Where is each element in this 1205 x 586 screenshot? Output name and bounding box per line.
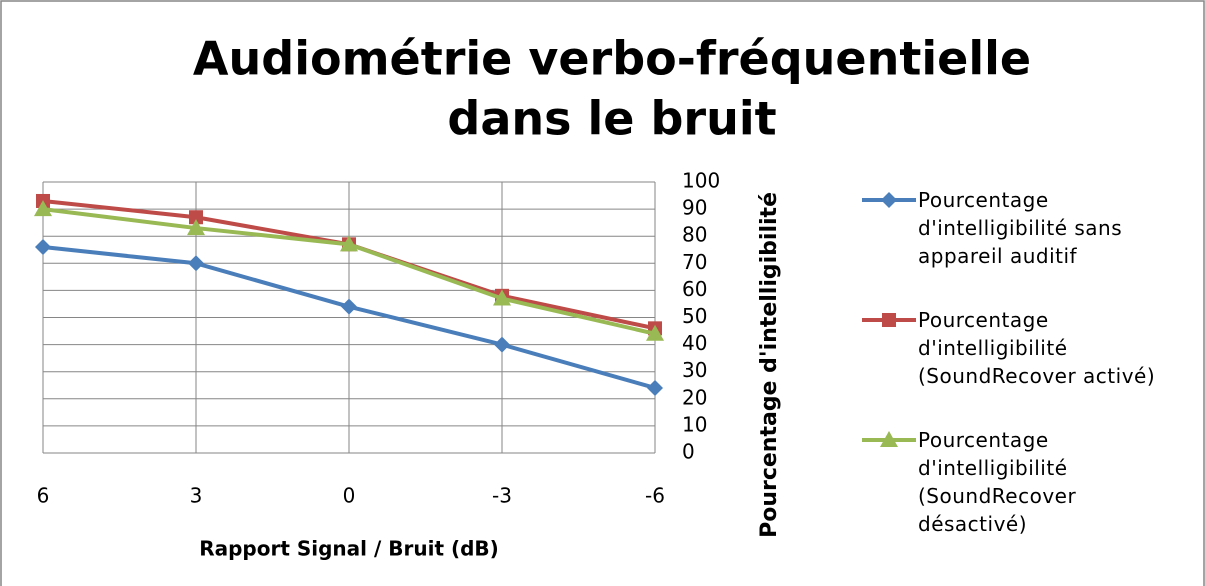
chart-title: Audiométrie verbo-fréquentielle [193, 32, 1031, 86]
y-tick-label: 0 [682, 440, 695, 464]
y-tick-label: 90 [682, 196, 707, 220]
y-tick-label: 40 [682, 331, 707, 355]
y-tick-label: 100 [682, 169, 720, 193]
y-tick-label: 80 [682, 223, 707, 247]
data-point [187, 219, 205, 236]
y-tick-label: 20 [682, 385, 707, 409]
data-point [493, 289, 511, 306]
x-tick-label: -6 [645, 484, 665, 508]
data-point [340, 235, 358, 252]
x-tick-label: -3 [492, 484, 512, 508]
y-tick-label: 50 [682, 304, 707, 328]
data-point [189, 210, 203, 225]
x-tick-label: 3 [190, 484, 203, 508]
x-axis-title: Rapport Signal / Bruit (dB) [199, 537, 499, 561]
data-point [35, 239, 51, 256]
y-tick-label: 30 [682, 358, 707, 382]
y-tick-label: 10 [682, 412, 707, 436]
legend-entry: Pourcentage d'intelligibilité (SoundReco… [918, 428, 1077, 536]
data-point [341, 298, 357, 315]
y-axis-title: Pourcentage d'intelligibilité [757, 192, 782, 538]
x-tick-label: 6 [37, 484, 50, 508]
legend-marker [881, 192, 897, 208]
legend-marker [882, 313, 896, 327]
legend-entry: Pourcentage d'intelligibilité (SoundReco… [918, 308, 1156, 388]
data-point [646, 324, 664, 341]
x-tick-label: 0 [343, 484, 356, 508]
data-point [188, 255, 204, 272]
data-point [647, 379, 663, 396]
data-point [34, 200, 52, 217]
y-tick-label: 70 [682, 250, 707, 274]
y-tick-label: 60 [682, 277, 707, 301]
legend-marker [880, 431, 898, 447]
data-point [494, 336, 510, 353]
legend-entry: Pourcentage d'intelligibilité sans appar… [918, 188, 1123, 268]
chart-title: dans le bruit [447, 92, 776, 146]
